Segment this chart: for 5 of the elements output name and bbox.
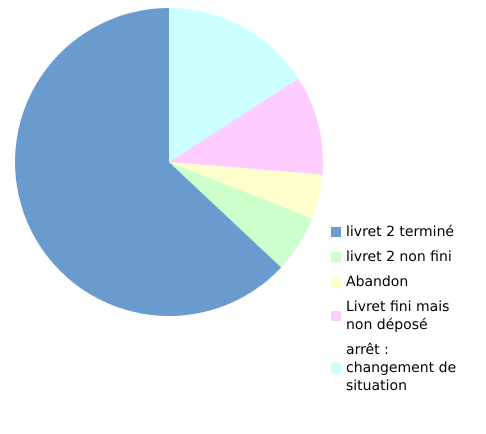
legend-label: livret 2 terminé <box>346 224 454 240</box>
legend-label: livret 2 non fini <box>346 249 452 265</box>
legend-label: arrêt : changement de situation <box>346 342 461 394</box>
legend-label: Livret fini mais non déposé <box>346 299 454 333</box>
legend-label: Abandon <box>346 274 408 290</box>
